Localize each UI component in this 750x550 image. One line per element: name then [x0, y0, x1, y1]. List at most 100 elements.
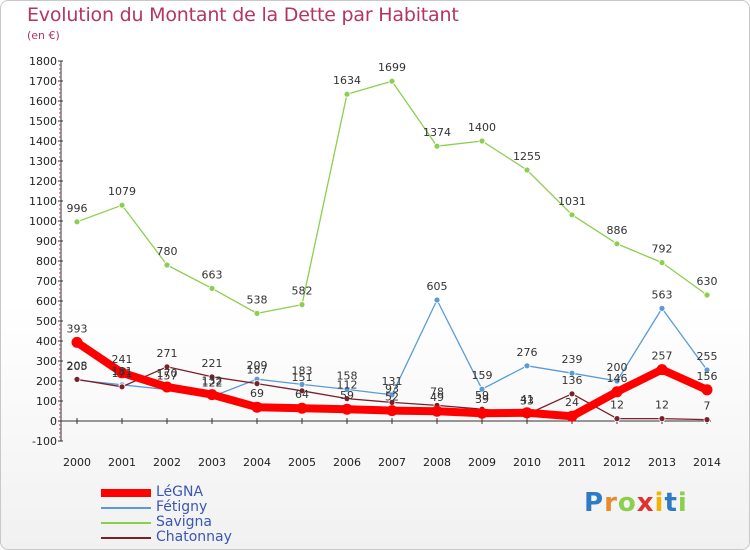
y-tick-label: 400 — [36, 335, 57, 348]
data-label-savigna: 886 — [607, 224, 628, 237]
data-point-legna — [206, 389, 218, 401]
x-tick-label: 2008 — [423, 456, 451, 469]
x-tick-label: 2006 — [333, 456, 361, 469]
x-tick-label: 2002 — [153, 456, 181, 469]
data-label-chatonnay: 12 — [610, 399, 624, 412]
data-label-legna: 59 — [340, 389, 354, 402]
data-label-fetigny: 563 — [652, 288, 673, 301]
data-label-fetigny: 183 — [292, 364, 313, 377]
logo-letter: x — [636, 488, 655, 518]
logo-letter: o — [617, 488, 637, 518]
data-point-chatonnay — [703, 416, 711, 424]
data-label-savigna: 1079 — [108, 185, 136, 198]
data-label-legna: 24 — [565, 396, 579, 409]
proxiti-logo: Proxiti — [584, 488, 688, 518]
data-labels: 996 1079 780 663 538 582 1634 1699 1374 1400 1255 1… — [67, 61, 718, 412]
data-point-fetigny — [433, 296, 441, 304]
data-point-chatonnay — [208, 373, 216, 381]
data-point-savigna — [658, 259, 666, 267]
data-point-legna — [566, 410, 578, 422]
data-point-legna — [386, 405, 398, 417]
data-label-legna: 241 — [112, 353, 133, 366]
data-point-fetigny — [703, 366, 711, 374]
logo-letter: P — [584, 488, 605, 518]
data-point-legna — [296, 402, 308, 414]
data-label-savigna: 792 — [652, 243, 673, 256]
data-point-savigna — [73, 218, 81, 226]
data-label-fetigny: 159 — [472, 369, 493, 382]
axes: -100 0 100 200 300 400 500 600 700 800 900 1000 1100… — [29, 55, 721, 469]
data-label-savigna: 996 — [67, 202, 88, 215]
data-label-legna: 69 — [250, 387, 264, 400]
data-label-savigna: 1374 — [423, 126, 451, 139]
data-point-savigna — [208, 284, 216, 292]
x-tick-label: 2014 — [693, 456, 721, 469]
data-label-savigna: 630 — [697, 275, 718, 288]
chart-subtitle: (en €) — [27, 29, 60, 42]
data-label-chatonnay: 136 — [562, 374, 583, 387]
data-label-chatonnay: 271 — [157, 347, 178, 360]
y-tick-label: 1100 — [29, 195, 57, 208]
data-label-fetigny: 122 — [202, 377, 223, 390]
legend-swatch-legna — [101, 489, 151, 497]
data-point-savigna — [703, 291, 711, 299]
data-label-fetigny: 157 — [157, 370, 178, 383]
data-label-fetigny: 200 — [607, 361, 628, 374]
data-label-fetigny: 131 — [382, 375, 403, 388]
legend-item-legna: LéGNA — [101, 484, 301, 501]
data-point-legna — [161, 381, 173, 393]
data-point-savigna — [163, 261, 171, 269]
data-label-fetigny: 276 — [517, 346, 538, 359]
data-point-legna — [116, 367, 128, 379]
data-point-savigna — [388, 77, 396, 85]
data-label-fetigny: 158 — [337, 369, 358, 382]
data-label-fetigny: 181 — [112, 365, 133, 378]
data-point-legna — [701, 384, 713, 396]
x-tick-label: 2013 — [648, 456, 676, 469]
x-tick-label: 2001 — [108, 456, 136, 469]
logo-letter: i — [677, 488, 688, 518]
x-tick-label: 2011 — [558, 456, 586, 469]
legend-item-savigna: Savigna — [101, 514, 301, 531]
data-point-savigna — [478, 137, 486, 145]
legend-label: Chatonnay — [156, 529, 232, 545]
data-point-fetigny — [343, 385, 351, 393]
data-label-chatonnay: 93 — [385, 382, 399, 395]
data-label-fetigny: 239 — [562, 353, 583, 366]
data-label-chatonnay: 59 — [475, 389, 489, 402]
data-point-savigna — [118, 201, 126, 209]
data-label-savigna: 1699 — [378, 61, 406, 74]
data-point-savigna — [343, 90, 351, 98]
data-label-legna: 49 — [430, 391, 444, 404]
x-tick-label: 2003 — [198, 456, 226, 469]
data-label-savigna: 538 — [247, 293, 268, 306]
data-label-savigna: 663 — [202, 268, 223, 281]
data-label-legna: 393 — [67, 322, 88, 335]
data-label-chatonnay: 7 — [704, 400, 711, 413]
data-label-savigna: 1031 — [558, 195, 586, 208]
logo-letter: t — [664, 488, 678, 518]
data-label-fetigny: 209 — [247, 359, 268, 372]
data-label-legna: 170 — [157, 367, 178, 380]
data-point-legna — [611, 386, 623, 398]
y-tick-label: -100 — [32, 435, 57, 448]
y-tick-label: 1200 — [29, 175, 57, 188]
data-label-fetigny: 255 — [697, 350, 718, 363]
data-label-chatonnay: 151 — [292, 371, 313, 384]
legend-swatch-savigna — [101, 522, 151, 524]
data-label-legna: 41 — [520, 393, 534, 406]
data-label-savigna: 780 — [157, 245, 178, 258]
data-point-fetigny — [388, 391, 396, 399]
y-tick-label: 1500 — [29, 115, 57, 128]
data-point-chatonnay — [658, 415, 666, 423]
y-tick-label: 600 — [36, 295, 57, 308]
y-tick-label: 500 — [36, 315, 57, 328]
legend-item-fetigny: Fétigny — [101, 499, 301, 516]
data-point-savigna — [298, 301, 306, 309]
data-point-chatonnay — [73, 375, 81, 383]
y-tick-label: 200 — [36, 375, 57, 388]
y-tick-label: 700 — [36, 275, 57, 288]
data-label-chatonnay: 33 — [520, 394, 534, 407]
